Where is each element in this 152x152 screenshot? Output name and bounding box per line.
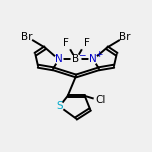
Circle shape bbox=[54, 55, 63, 64]
Text: F: F bbox=[62, 38, 68, 48]
Text: +: + bbox=[95, 50, 103, 59]
Text: Br: Br bbox=[119, 32, 131, 42]
Circle shape bbox=[71, 55, 81, 64]
Text: N: N bbox=[89, 54, 97, 64]
Text: B: B bbox=[73, 54, 79, 64]
Circle shape bbox=[120, 32, 130, 42]
Circle shape bbox=[81, 43, 87, 49]
Circle shape bbox=[22, 32, 32, 42]
Text: F: F bbox=[84, 38, 90, 48]
Text: −: − bbox=[78, 50, 85, 59]
Circle shape bbox=[89, 55, 98, 64]
Circle shape bbox=[94, 96, 103, 105]
Text: Cl: Cl bbox=[95, 95, 106, 105]
Text: S: S bbox=[56, 101, 63, 111]
Text: Br: Br bbox=[21, 32, 33, 42]
Circle shape bbox=[55, 102, 64, 111]
Circle shape bbox=[65, 43, 71, 49]
Text: N: N bbox=[55, 54, 63, 64]
